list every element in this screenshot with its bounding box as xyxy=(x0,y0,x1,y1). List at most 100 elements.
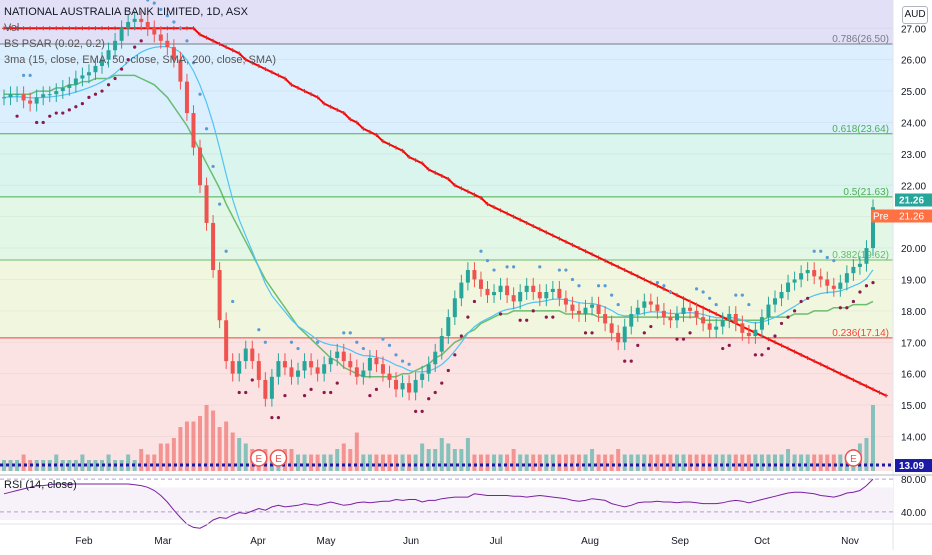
volume-bar xyxy=(812,454,817,471)
y-tick-label: 25.00 xyxy=(901,87,926,98)
psar-dot xyxy=(694,287,699,291)
earnings-marker: E xyxy=(844,449,863,467)
candle-body xyxy=(21,94,26,101)
x-tick-label: Jul xyxy=(490,536,503,547)
candle xyxy=(93,58,98,81)
candle xyxy=(694,303,699,325)
volume-bar xyxy=(746,454,751,471)
ma200-marker xyxy=(86,26,91,31)
psar-dot xyxy=(851,299,855,304)
ma200-marker xyxy=(701,305,706,310)
candle-body xyxy=(505,285,510,296)
psar-dot xyxy=(453,353,457,357)
volume-bar xyxy=(498,454,503,471)
ma200-marker xyxy=(28,26,33,31)
volume-bar xyxy=(106,454,111,471)
ma200-marker xyxy=(583,249,588,254)
psar-dot xyxy=(525,318,529,322)
psar-dot xyxy=(61,111,65,115)
candle-body xyxy=(165,40,170,48)
psar-dot xyxy=(596,284,601,288)
ma200-marker xyxy=(485,202,490,207)
fib-label: 0.236(17.14) xyxy=(832,328,889,339)
candle-body xyxy=(609,323,614,333)
volume-bar xyxy=(191,421,196,471)
earnings-text: E xyxy=(255,454,262,465)
ma200-marker xyxy=(439,173,444,178)
psar-dot xyxy=(329,390,333,395)
volume-bar xyxy=(694,454,699,471)
candle-body xyxy=(41,94,46,98)
psar-dot xyxy=(159,7,163,12)
candle-body xyxy=(498,285,503,293)
candle-body xyxy=(86,72,91,76)
candle-body xyxy=(688,307,693,311)
psar-dot xyxy=(381,337,385,341)
volume-bar xyxy=(465,438,470,471)
y-tick-label: 19.00 xyxy=(901,275,926,286)
psar-dot xyxy=(355,340,359,344)
ma200-marker xyxy=(622,268,627,273)
ma200-marker xyxy=(93,26,98,31)
volume-bar xyxy=(779,454,784,471)
candle xyxy=(380,356,385,382)
candle-body xyxy=(15,94,20,96)
ma200-marker xyxy=(818,362,823,367)
psar-dot xyxy=(773,334,777,338)
ma200-marker xyxy=(805,355,810,360)
candle xyxy=(616,324,621,351)
candle-body xyxy=(119,28,124,41)
candle xyxy=(786,274,791,300)
psar-dot xyxy=(165,14,169,18)
volume-bar xyxy=(433,449,438,471)
ma200-marker xyxy=(15,26,20,31)
psar-dot xyxy=(224,249,228,253)
ma200-marker xyxy=(511,214,516,219)
candle xyxy=(590,296,595,316)
ma200-marker xyxy=(426,167,431,172)
candle xyxy=(733,306,738,332)
psar-dot xyxy=(675,337,679,341)
ma200-line xyxy=(4,27,887,397)
fib-label: 0.382(19.62) xyxy=(832,250,889,261)
candle xyxy=(537,284,542,307)
candle-body xyxy=(661,310,666,318)
candle xyxy=(629,306,634,335)
ma200-marker xyxy=(100,26,105,31)
candle-body xyxy=(681,307,686,314)
y-tick-label: 14.00 xyxy=(901,432,926,443)
psar-dot xyxy=(688,331,692,335)
support-box xyxy=(895,459,932,473)
volume-bar xyxy=(740,454,745,471)
candle xyxy=(674,306,679,329)
psar-dot xyxy=(610,293,614,297)
psar-label: BS PSAR (0.02, 0.2) xyxy=(4,38,105,50)
psar-dot xyxy=(178,26,183,30)
psar-dot xyxy=(427,397,431,401)
volume-bar xyxy=(296,454,301,471)
candle-body xyxy=(289,367,294,377)
candle-body xyxy=(655,304,660,311)
x-tick-label: Feb xyxy=(75,536,93,547)
psar-dot xyxy=(244,390,248,395)
currency-button[interactable]: AUD xyxy=(902,6,928,24)
volume-bar xyxy=(838,454,843,471)
volume-bar xyxy=(707,454,712,471)
candle xyxy=(152,20,157,43)
candle xyxy=(348,353,353,376)
ma200-marker xyxy=(766,337,771,342)
volume-bar xyxy=(354,432,359,471)
candle xyxy=(2,89,6,106)
candle xyxy=(367,350,372,379)
candle xyxy=(779,284,784,307)
candle xyxy=(178,51,183,90)
candle-body xyxy=(367,357,372,371)
volume-bar xyxy=(93,460,98,471)
ma200-marker xyxy=(269,70,274,75)
earnings-text: E xyxy=(275,454,282,465)
ma200-marker xyxy=(596,255,601,260)
ma200-marker xyxy=(452,183,457,188)
candle-body xyxy=(864,248,869,264)
ma200-marker xyxy=(871,387,875,392)
